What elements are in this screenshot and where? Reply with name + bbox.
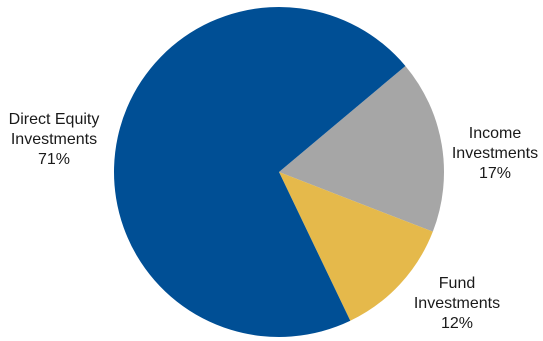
label-income-line-2: Investments xyxy=(447,144,543,164)
label-direct-equity-value: 71% xyxy=(4,150,104,170)
label-income: Income Investments 17% xyxy=(447,124,543,184)
pie-slices xyxy=(114,7,444,337)
label-income-line-1: Income xyxy=(447,124,543,144)
label-income-value: 17% xyxy=(447,164,543,184)
label-fund: Fund Investments 12% xyxy=(407,274,507,334)
label-direct-equity: Direct Equity Investments 71% xyxy=(4,110,104,170)
label-fund-line-2: Investments xyxy=(407,294,507,314)
label-fund-line-1: Fund xyxy=(407,274,507,294)
label-fund-value: 12% xyxy=(407,314,507,334)
label-direct-equity-line-2: Investments xyxy=(4,130,104,150)
label-direct-equity-line-1: Direct Equity xyxy=(4,110,104,130)
